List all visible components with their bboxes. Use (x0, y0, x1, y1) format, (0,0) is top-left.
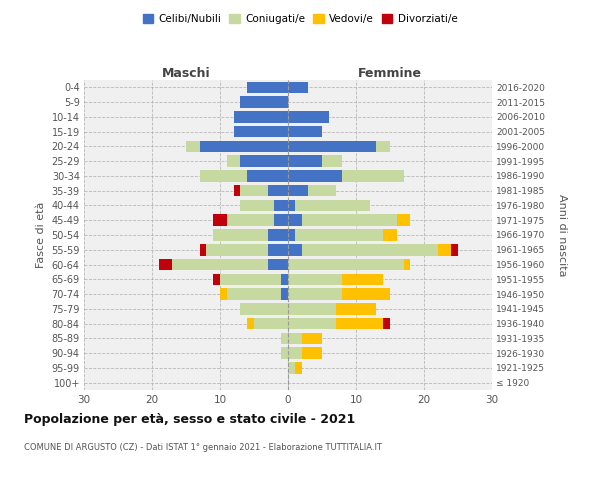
Bar (254, 318, 288, 330)
Bar (343, 170, 404, 181)
Bar (288, 362, 295, 374)
Bar (295, 200, 370, 211)
Text: COMUNE DI ARGUSTO (CZ) - Dati ISTAT 1° gennaio 2021 - Elaborazione TUTTITALIA.IT: COMUNE DI ARGUSTO (CZ) - Dati ISTAT 1° g… (24, 442, 382, 452)
Bar (213, 229, 268, 241)
Bar (268, 244, 288, 256)
Bar (213, 274, 220, 285)
Bar (295, 229, 383, 241)
Bar (241, 200, 274, 211)
Bar (288, 140, 376, 152)
Bar (288, 214, 302, 226)
Bar (268, 259, 288, 270)
Bar (288, 111, 329, 122)
Y-axis label: Fasce di età: Fasce di età (36, 202, 46, 268)
Bar (288, 229, 295, 241)
Bar (241, 185, 268, 196)
Bar (241, 156, 288, 167)
Bar (437, 244, 451, 256)
Y-axis label: Anni di nascita: Anni di nascita (557, 194, 566, 276)
Bar (288, 244, 302, 256)
Legend: Celibi/Nubili, Coniugati/e, Vedovi/e, Divorziati/e: Celibi/Nubili, Coniugati/e, Vedovi/e, Di… (139, 10, 461, 29)
Bar (343, 288, 390, 300)
Bar (288, 274, 343, 285)
Bar (295, 362, 302, 374)
Bar (220, 274, 281, 285)
Bar (383, 318, 390, 330)
Bar (288, 170, 343, 181)
Bar (233, 126, 288, 138)
Bar (274, 200, 288, 211)
Bar (288, 185, 308, 196)
Bar (220, 288, 227, 300)
Bar (288, 156, 322, 167)
Bar (200, 170, 247, 181)
Bar (172, 259, 268, 270)
Bar (268, 185, 288, 196)
Bar (247, 318, 254, 330)
Bar (241, 96, 288, 108)
Bar (200, 140, 288, 152)
Bar (247, 170, 288, 181)
Bar (302, 332, 322, 344)
Bar (274, 214, 288, 226)
Bar (302, 214, 397, 226)
Text: Femmine: Femmine (358, 67, 422, 80)
Bar (302, 348, 322, 359)
Bar (343, 274, 383, 285)
Bar (404, 259, 410, 270)
Bar (451, 244, 458, 256)
Bar (241, 303, 288, 314)
Bar (213, 214, 227, 226)
Bar (281, 332, 288, 344)
Bar (268, 229, 288, 241)
Bar (288, 288, 343, 300)
Bar (247, 82, 288, 93)
Bar (288, 259, 404, 270)
Bar (206, 244, 268, 256)
Bar (397, 214, 410, 226)
Bar (186, 140, 200, 152)
Bar (335, 303, 376, 314)
Text: Maschi: Maschi (161, 67, 211, 80)
Bar (376, 140, 390, 152)
Bar (200, 244, 206, 256)
Bar (288, 303, 335, 314)
Bar (288, 332, 302, 344)
Bar (383, 229, 397, 241)
Text: Popolazione per età, sesso e stato civile - 2021: Popolazione per età, sesso e stato civil… (24, 412, 355, 426)
Bar (302, 244, 437, 256)
Bar (288, 318, 335, 330)
Bar (227, 288, 281, 300)
Bar (288, 126, 322, 138)
Bar (281, 348, 288, 359)
Bar (288, 82, 308, 93)
Bar (233, 185, 241, 196)
Bar (322, 156, 343, 167)
Bar (308, 185, 335, 196)
Bar (227, 214, 274, 226)
Bar (335, 318, 383, 330)
Bar (159, 259, 172, 270)
Bar (233, 111, 288, 122)
Bar (288, 348, 302, 359)
Bar (288, 200, 295, 211)
Bar (281, 274, 288, 285)
Bar (227, 156, 241, 167)
Bar (281, 288, 288, 300)
